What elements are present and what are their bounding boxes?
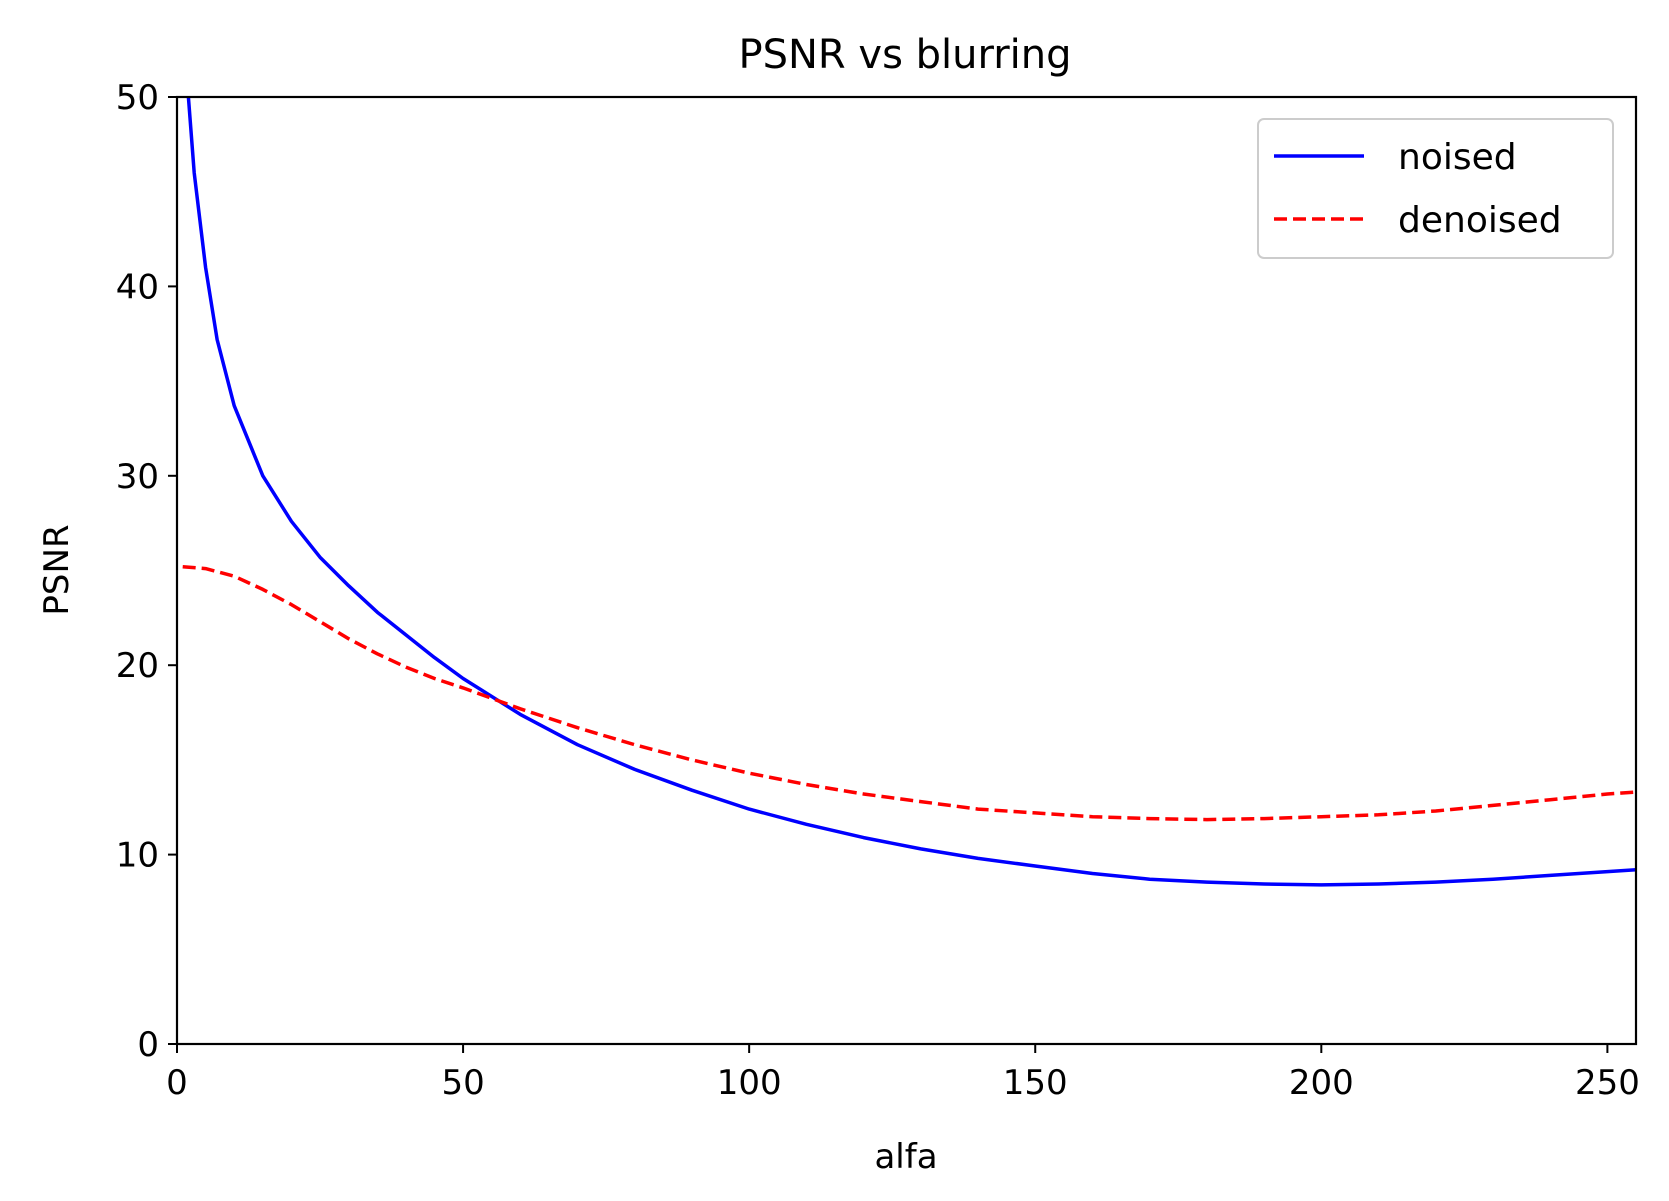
y-tick-label: 30: [116, 457, 159, 497]
y-axis-label: PSNR: [37, 524, 77, 615]
chart-title: PSNR vs blurring: [738, 32, 1071, 78]
x-tick-label: 0: [166, 1063, 188, 1103]
y-tick-label: 10: [116, 836, 159, 876]
x-tick-label: 150: [1003, 1063, 1068, 1103]
x-tick-label: 250: [1575, 1063, 1640, 1103]
legend: noised denoised: [1257, 118, 1614, 259]
y-tick-label: 40: [116, 267, 159, 307]
x-axis-label: alfa: [874, 1137, 937, 1177]
ticks-layer: 0 50 100 150 200 250 0 10 20 30 40 50: [116, 78, 1640, 1103]
y-tick-label: 50: [116, 78, 159, 118]
y-tick-label: 20: [116, 646, 159, 686]
series-line-denoised: [182, 564, 1637, 822]
legend-label-noised: noised: [1398, 137, 1517, 178]
x-tick-label: 100: [717, 1063, 782, 1103]
y-tick-label: 0: [137, 1025, 159, 1065]
legend-label-denoised: denoised: [1398, 200, 1562, 241]
series-layer: [182, 96, 1637, 887]
legend-box: [1257, 118, 1614, 259]
x-tick-label: 200: [1289, 1063, 1354, 1103]
plot-frame: [175, 95, 1638, 1046]
x-tick-label: 50: [441, 1063, 484, 1103]
series-line-noised: [186, 96, 1637, 887]
